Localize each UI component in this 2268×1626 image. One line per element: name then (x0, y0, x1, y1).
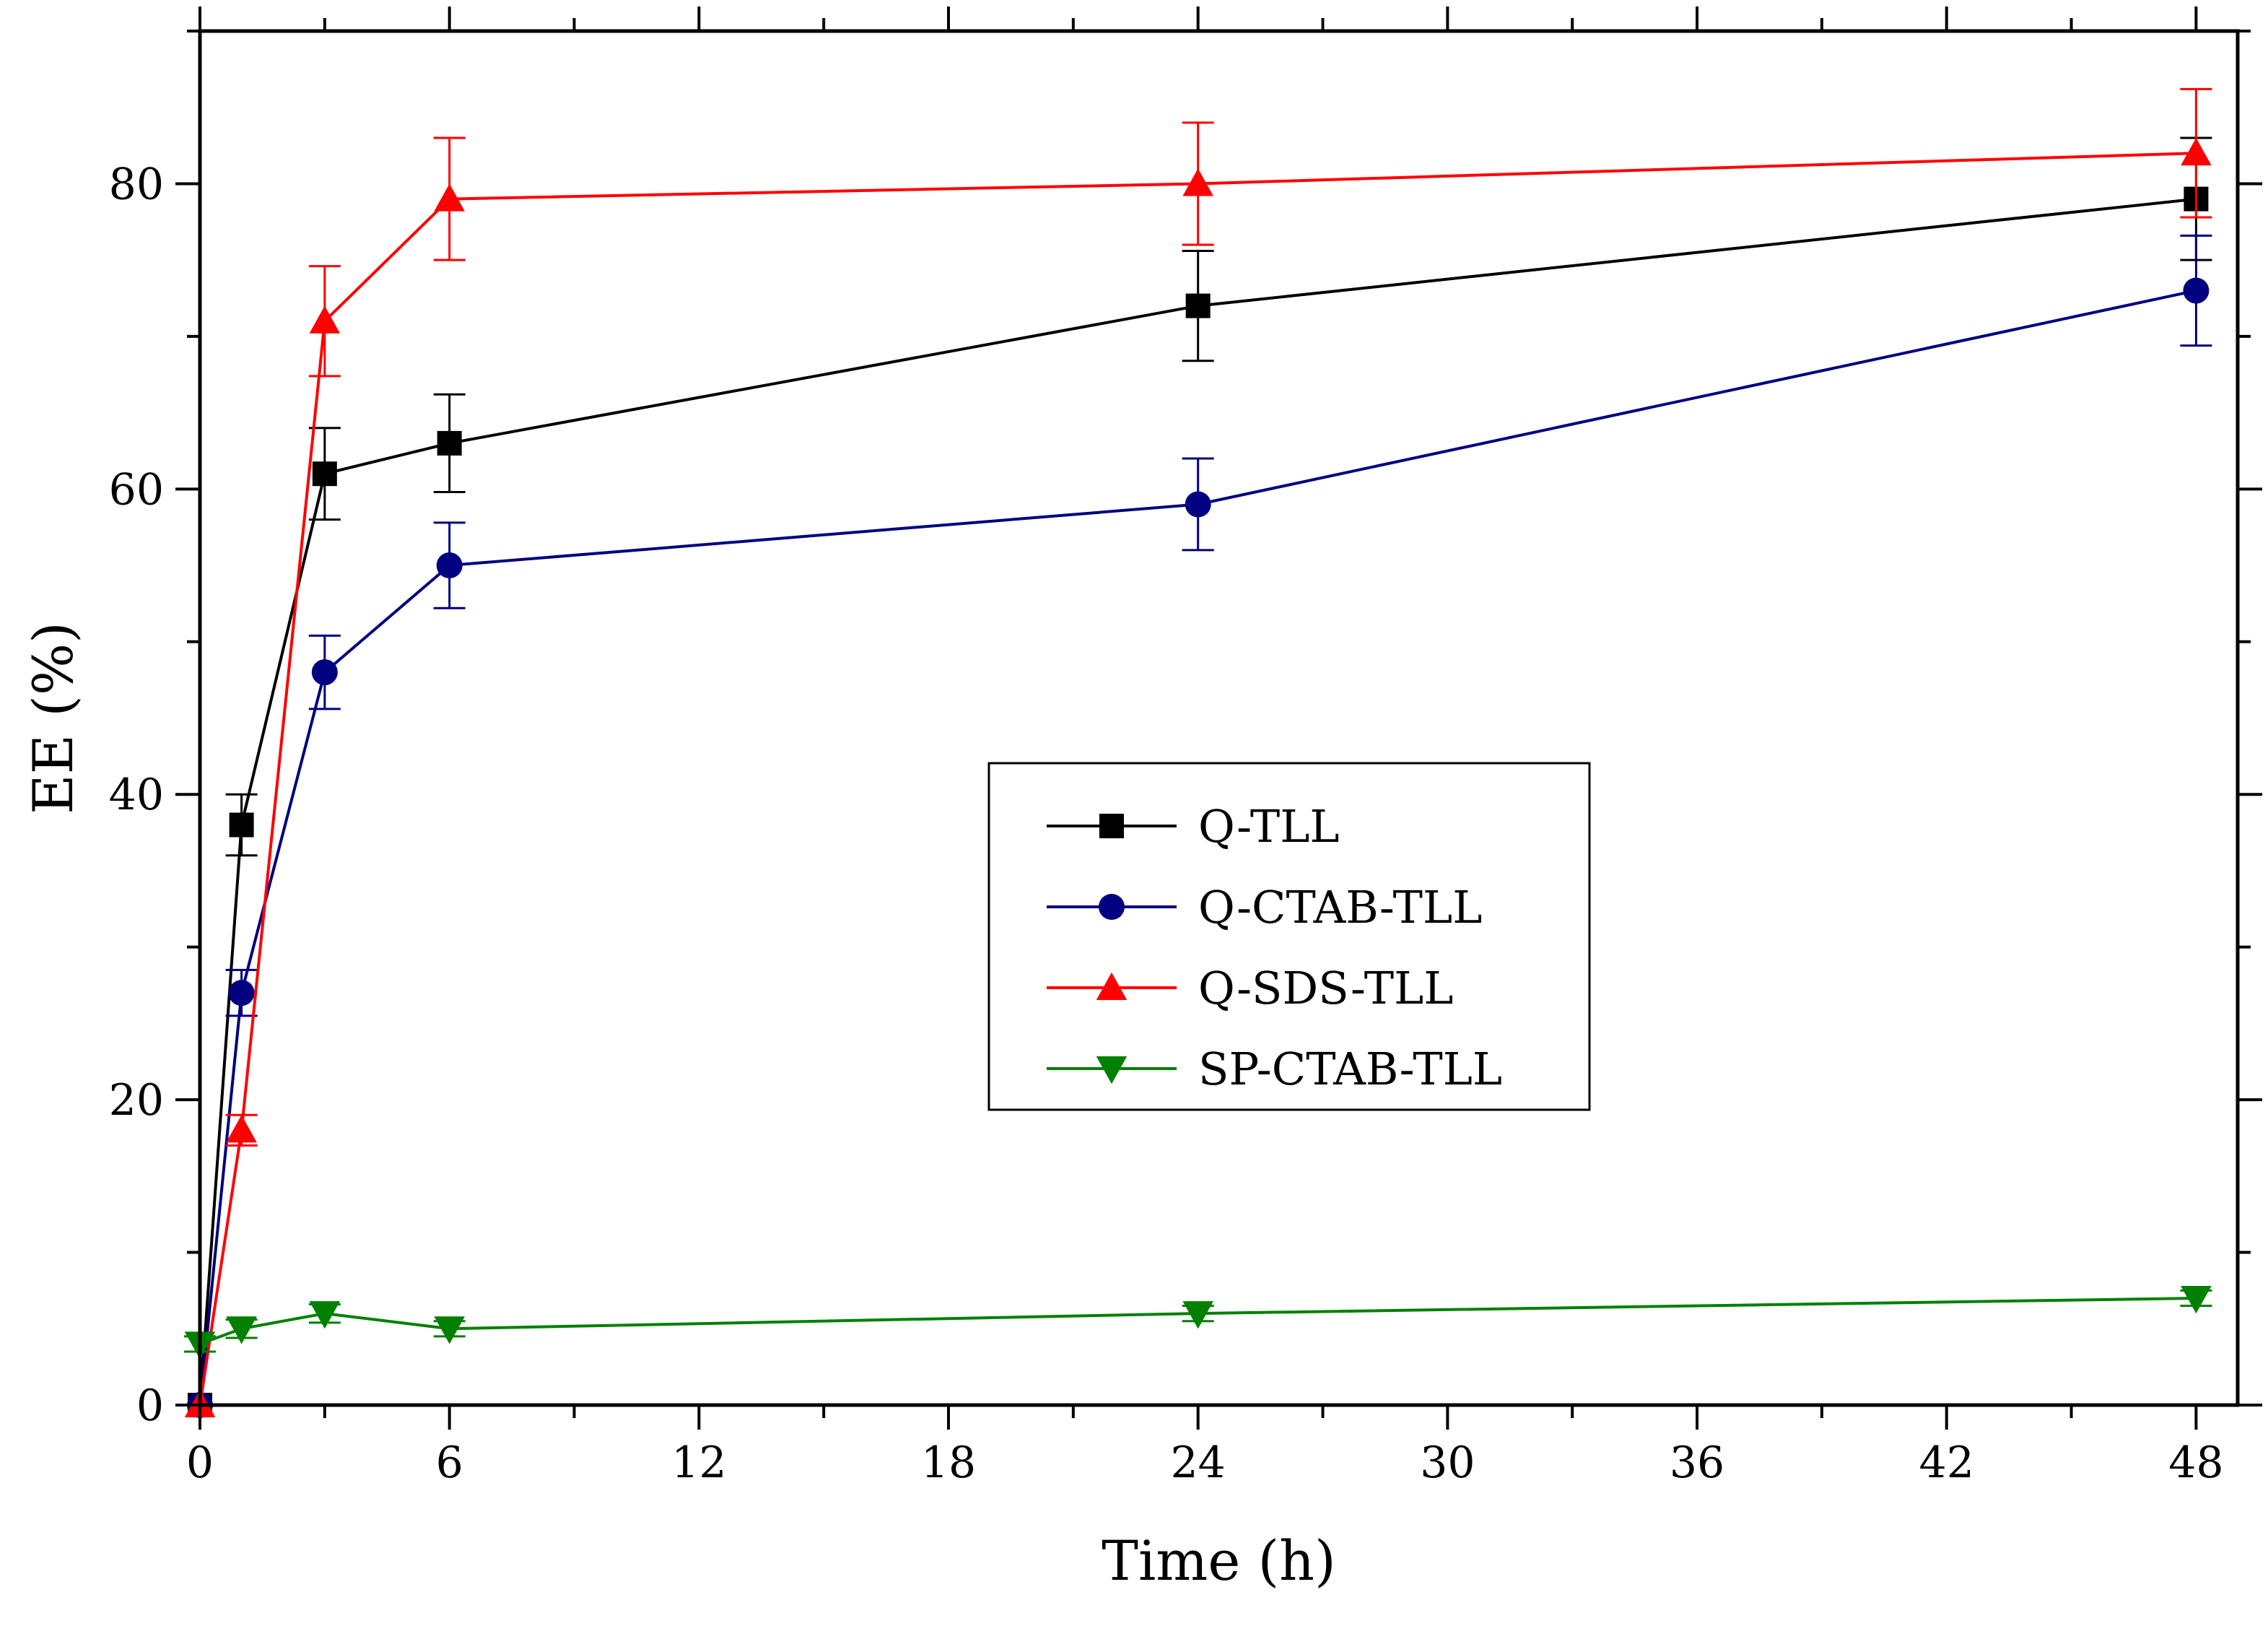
legend-label: Q-TLL (1198, 800, 1340, 853)
x-axis-ticks: 0 6 12 18 24 30 36 42 48 (186, 6, 2224, 1488)
data-point (226, 1115, 257, 1143)
x-tick-label: 42 (1919, 1438, 1974, 1488)
data-point (312, 461, 337, 487)
legend-item: Q-SDS-TLL (1047, 962, 1453, 1014)
data-point (226, 1316, 257, 1344)
x-tick-label: 48 (2168, 1438, 2223, 1488)
data-point (228, 980, 255, 1007)
data-point (1182, 1301, 1213, 1329)
x-tick-label: 0 (186, 1438, 214, 1488)
legend-marker (1096, 1056, 1128, 1084)
data-point (434, 183, 465, 212)
y-axis-ticks: 0 20 40 60 80 (109, 30, 2262, 1431)
data-point (437, 430, 462, 456)
x-tick-label: 18 (921, 1438, 976, 1488)
series-line (199, 289, 2197, 1406)
data-point (311, 659, 338, 686)
legend: Q-TLL Q-CTAB-TLL Q-SDS-TLL SP-CTAB-TLL (987, 762, 1591, 1111)
series-line (199, 197, 2197, 1406)
y-tick-label: 20 (109, 1075, 164, 1126)
y-tick-label: 60 (109, 464, 164, 515)
x-tick-label: 6 (436, 1438, 463, 1488)
data-point (2181, 137, 2212, 166)
series-line (199, 152, 2197, 1406)
legend-item: SP-CTAB-TLL (1047, 1043, 1502, 1095)
legend-label: SP-CTAB-TLL (1198, 1043, 1502, 1095)
data-point (309, 305, 341, 334)
data-point (309, 1301, 341, 1329)
plot-frame (198, 29, 2240, 1407)
series-q-ctab-tll (187, 234, 2212, 1418)
x-tick-label: 30 (1420, 1438, 1475, 1488)
legend-label: Q-SDS-TLL (1198, 962, 1453, 1014)
y-axis-title: EE (%) (21, 622, 85, 814)
legend-marker (1096, 972, 1128, 1000)
data-point (434, 1316, 465, 1344)
legend-marker (1099, 814, 1124, 838)
data-point (229, 812, 254, 838)
data-point (436, 552, 463, 579)
x-tick-label: 12 (671, 1438, 726, 1488)
data-point (1185, 491, 1211, 518)
y-tick-label: 0 (136, 1381, 164, 1431)
data-point (2183, 277, 2210, 304)
legend-label: Q-CTAB-TLL (1198, 881, 1482, 934)
x-tick-label: 36 (1670, 1438, 1724, 1488)
x-axis-title: Time (h) (1102, 1529, 1335, 1593)
data-point (1182, 168, 1213, 196)
legend-item: Q-CTAB-TLL (1047, 881, 1482, 934)
y-tick-label: 80 (109, 159, 164, 209)
legend-box (987, 762, 1591, 1111)
y-tick-label: 40 (109, 770, 164, 820)
plot-marks (184, 87, 2212, 1418)
data-point (2181, 1285, 2212, 1314)
x-tick-label: 24 (1171, 1438, 1226, 1488)
series-q-tll (188, 136, 2212, 1417)
legend-item: Q-TLL (1047, 800, 1340, 853)
data-point (1185, 293, 1211, 318)
legend-marker (1099, 894, 1125, 920)
